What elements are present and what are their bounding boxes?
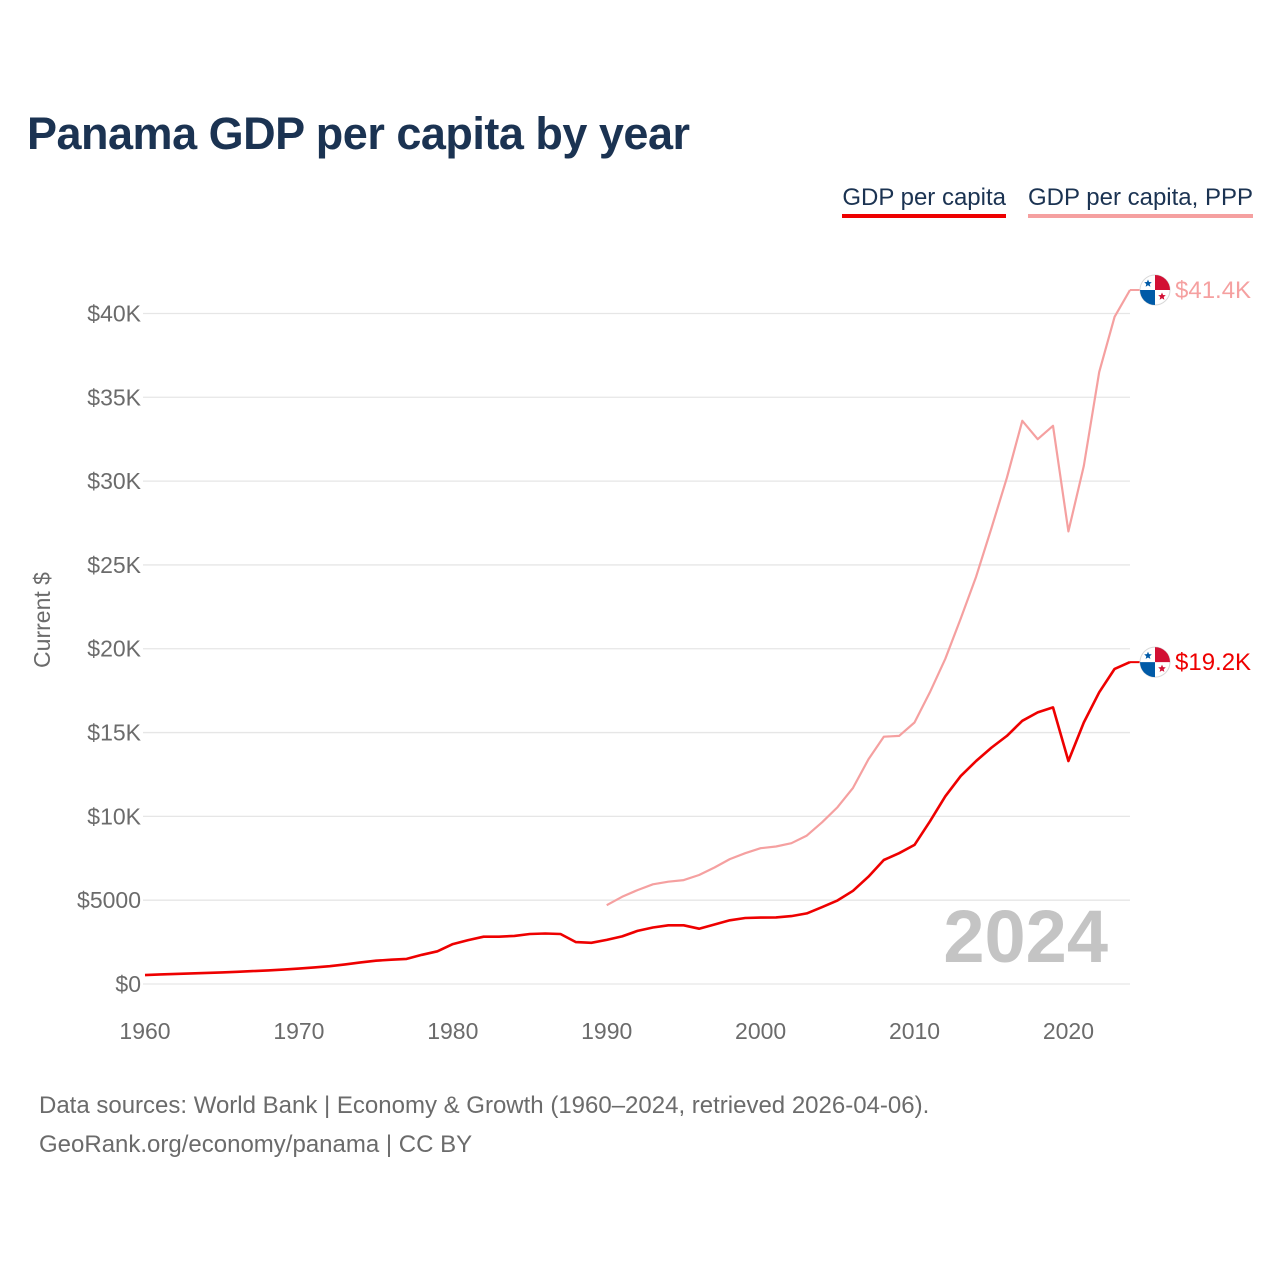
x-tick-label: 2000 [735,1018,786,1044]
x-tick-label: 1990 [581,1018,632,1044]
y-tick-label: $5000 [77,887,141,913]
legend-item-gdp-per-capita-ppp[interactable]: GDP per capita, PPP [1028,184,1253,218]
y-tick-label: $25K [87,552,141,578]
series [144,289,1131,977]
y-tick-label: $40K [87,300,141,326]
end-value-label-ppp: $41.4K [1175,277,1251,304]
panama-flag-icon [1139,646,1171,678]
credit-line[interactable]: GeoRank.org/economy/panama | CC BY [39,1131,473,1158]
legend-item-gdp-per-capita[interactable]: GDP per capita [842,184,1006,218]
y-tick-label: $0 [115,971,141,997]
x-tick-label: 2020 [1043,1018,1094,1044]
x-tick-label: 1970 [273,1018,324,1044]
series-line-ppp [606,289,1131,907]
y-tick-label: $20K [87,636,141,662]
x-tick-label: 2010 [889,1018,940,1044]
x-tick-label: 1980 [427,1018,478,1044]
source-line: Data sources: World Bank | Economy & Gro… [39,1092,930,1119]
x-axis: 1960 1970 1980 1990 2000 2010 2020 [119,1018,1094,1044]
y-axis: $0 $5000 $10K $15K $20K $25K $30K $35K $40K [77,300,142,997]
y-tick-label: $10K [87,803,141,829]
y-tick-label: $15K [87,720,141,746]
series-line-gdp [144,660,1131,977]
y-tick-label: $30K [87,468,141,494]
gridlines [143,312,1130,985]
end-value-label-gdp: $19.2K [1175,649,1251,676]
end-markers: $19.2K $41.4K [1130,274,1251,678]
chart-title: Panama GDP per capita by year [27,108,690,159]
y-tick-label: $35K [87,384,141,410]
current-year-watermark: 2024 [943,895,1108,978]
y-axis-label: Current $ [29,572,55,668]
source-note: Data sources: World Bank | Economy & Gro… [39,1086,929,1164]
panama-flag-icon [1139,274,1171,306]
x-tick-label: 1960 [119,1018,170,1044]
legend: GDP per capita GDP per capita, PPP [842,184,1253,218]
